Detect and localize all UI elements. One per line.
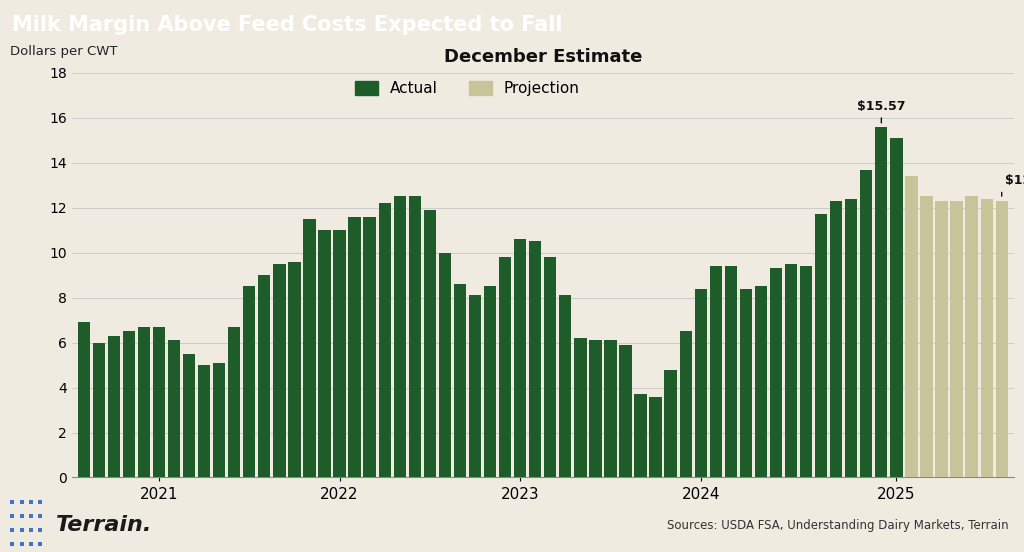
Bar (739, 289, 752, 477)
Bar (876, 128, 888, 477)
Bar (815, 215, 827, 477)
Text: Sources: USDA FSA, Understanding Dairy Markets, Terrain: Sources: USDA FSA, Understanding Dairy M… (667, 519, 1009, 532)
Bar (905, 176, 918, 477)
Bar (694, 289, 707, 477)
Bar (860, 169, 872, 477)
Text: $15.57: $15.57 (857, 100, 905, 113)
Bar (334, 230, 346, 477)
Title: December Estimate: December Estimate (443, 48, 642, 66)
Bar (845, 199, 857, 477)
Bar (635, 394, 647, 477)
Bar (725, 266, 737, 477)
Bar (770, 268, 782, 477)
Bar (108, 336, 120, 477)
Bar (243, 286, 255, 477)
Bar (273, 264, 286, 477)
Bar (589, 341, 601, 477)
Bar (800, 266, 812, 477)
Bar (830, 201, 843, 477)
Bar (484, 286, 497, 477)
Bar (409, 197, 421, 477)
Bar (921, 197, 933, 477)
Bar (604, 341, 616, 477)
Bar (213, 363, 225, 477)
Bar (966, 197, 978, 477)
Bar (514, 239, 526, 477)
Bar (559, 295, 571, 477)
Bar (123, 331, 135, 477)
Text: Milk Margin Above Feed Costs Expected to Fall: Milk Margin Above Feed Costs Expected to… (12, 15, 563, 35)
Bar (379, 203, 391, 477)
Bar (183, 354, 196, 477)
Bar (424, 210, 436, 477)
Bar (78, 322, 90, 477)
Bar (393, 197, 406, 477)
Bar (469, 295, 481, 477)
Bar (348, 217, 360, 477)
Bar (303, 219, 315, 477)
Bar (649, 396, 662, 477)
Bar (499, 257, 511, 477)
Bar (92, 343, 104, 477)
Bar (138, 327, 151, 477)
Bar (665, 370, 677, 477)
Legend: Actual, Projection: Actual, Projection (350, 77, 585, 100)
Bar (995, 201, 1008, 477)
Bar (680, 331, 692, 477)
Bar (364, 217, 376, 477)
Bar (454, 284, 466, 477)
Bar (574, 338, 587, 477)
Bar (153, 327, 165, 477)
Bar (529, 241, 542, 477)
Bar (438, 253, 451, 477)
Text: $12.31: $12.31 (1005, 174, 1024, 187)
Bar (784, 264, 798, 477)
Bar (198, 365, 210, 477)
Bar (318, 230, 331, 477)
Bar (890, 138, 902, 477)
Bar (950, 201, 963, 477)
Bar (620, 345, 632, 477)
Text: Terrain.: Terrain. (56, 516, 153, 535)
Bar (288, 262, 301, 477)
Bar (981, 199, 993, 477)
Bar (710, 266, 722, 477)
Text: Dollars per CWT: Dollars per CWT (10, 45, 118, 57)
Bar (544, 257, 556, 477)
Bar (935, 201, 947, 477)
Bar (228, 327, 241, 477)
Bar (755, 286, 767, 477)
Bar (258, 275, 270, 477)
Bar (168, 341, 180, 477)
